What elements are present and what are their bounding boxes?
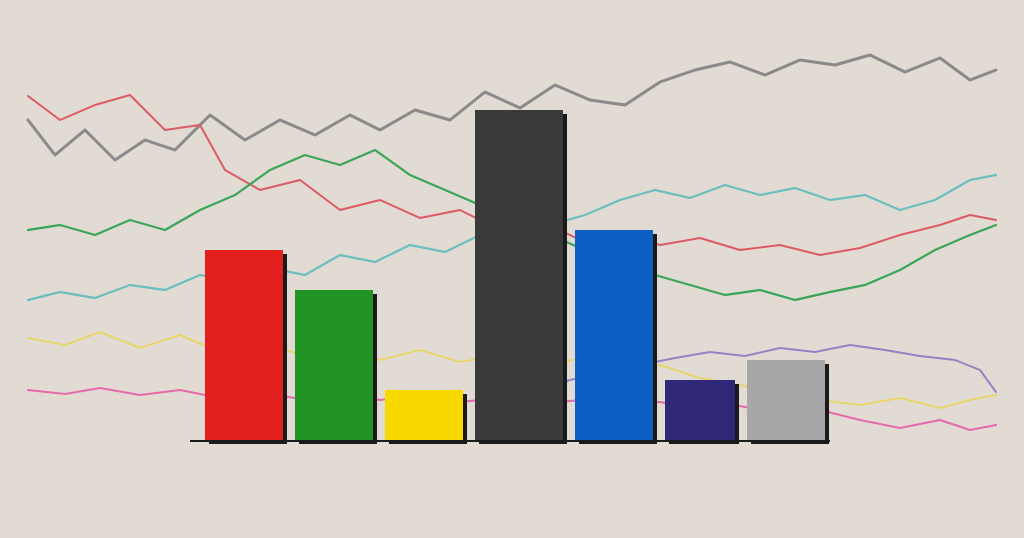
- bar-green: [295, 290, 373, 440]
- chart-canvas: [0, 0, 1024, 538]
- bar-indigo: [665, 380, 735, 440]
- bar-yellow: [385, 390, 463, 440]
- bar-black: [475, 110, 563, 440]
- chart-svg: [0, 0, 1024, 538]
- bar-red: [205, 250, 283, 440]
- bar-blue: [575, 230, 653, 440]
- bar-grey: [747, 360, 825, 440]
